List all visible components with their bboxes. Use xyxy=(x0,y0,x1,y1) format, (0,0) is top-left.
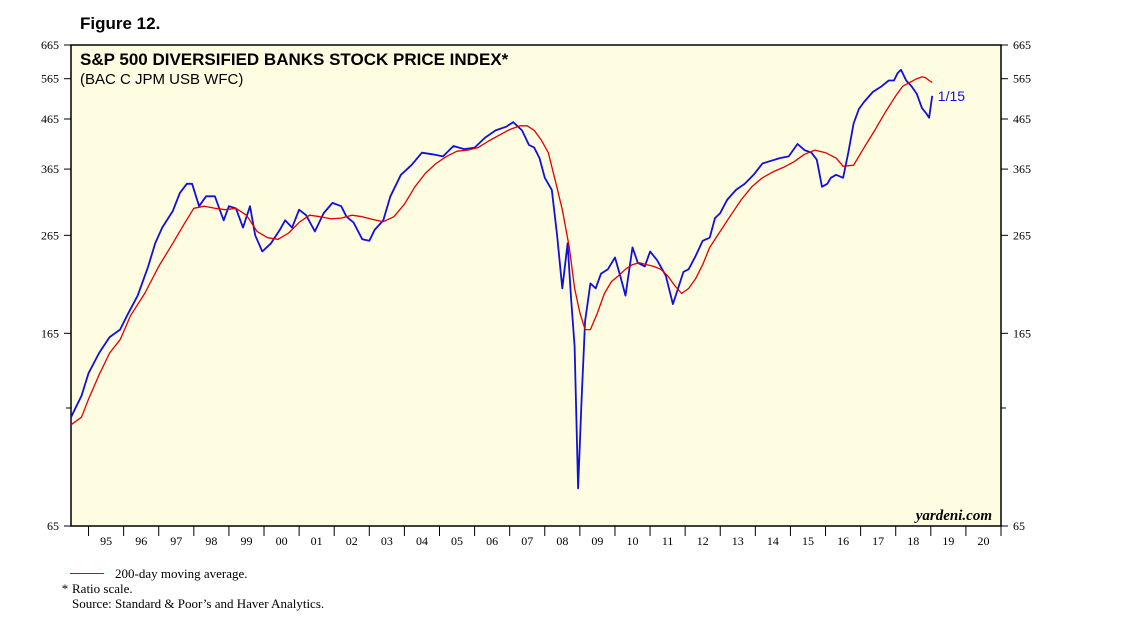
legend-swatch-moving-average xyxy=(70,573,104,574)
x-tick-label: 97 xyxy=(170,534,182,548)
price-index-line xyxy=(70,68,934,490)
x-tick-label: 18 xyxy=(907,534,919,548)
x-tick-label: 07 xyxy=(521,534,533,548)
plot-area xyxy=(70,44,1002,527)
asterisk-mark: * xyxy=(61,581,69,596)
x-axis: 95 96 97 98 99 00 01 02 03 04 05 06 07 08 09 10 11 12 13 14… xyxy=(88,526,1002,548)
x-tick-label: 96 xyxy=(135,534,147,548)
x-tick-label: 01 xyxy=(311,534,323,548)
x-tick-label: 12 xyxy=(697,534,709,548)
x-tick-label: 17 xyxy=(872,534,884,548)
y-tick-label-right: 365 xyxy=(1013,162,1031,176)
y-tick-label-right: 665 xyxy=(1013,38,1031,52)
x-tick-label: 20 xyxy=(977,534,989,548)
x-tick-label: 02 xyxy=(346,534,358,548)
note-text: Ratio scale. xyxy=(72,581,133,596)
series-layer xyxy=(70,68,934,490)
chart-subtitle: (BAC C JPM USB WFC) xyxy=(80,71,243,88)
x-tick-label: 14 xyxy=(767,534,779,548)
y-tick-label-right: 465 xyxy=(1013,112,1031,126)
x-tick-label: 13 xyxy=(732,534,744,548)
moving-average-line xyxy=(70,76,933,426)
y-tick-label-left: 565 xyxy=(41,72,59,86)
y-tick-label-right: 265 xyxy=(1013,228,1031,242)
x-tick-label: 16 xyxy=(837,534,849,548)
y-tick-label-left: 165 xyxy=(41,326,59,340)
x-tick-label: 04 xyxy=(416,534,428,548)
end-date-label: 1/15 xyxy=(938,88,965,104)
y-axis-left: 65 165 265 365 465 565 665 xyxy=(41,38,71,533)
x-tick-label: 08 xyxy=(556,534,568,548)
legend: 200-day moving average. * Ratio scale. So… xyxy=(58,566,324,611)
y-tick-label-right: 65 xyxy=(1013,519,1025,533)
y-tick-label-left: 65 xyxy=(47,519,59,533)
x-tick-label: 98 xyxy=(205,534,217,548)
x-tick-label: 10 xyxy=(627,534,639,548)
x-tick-label: 00 xyxy=(276,534,288,548)
x-tick-label: 99 xyxy=(240,534,252,548)
y-tick-label-left: 465 xyxy=(41,112,59,126)
x-tick-label: 05 xyxy=(451,534,463,548)
chart-title: S&P 500 DIVERSIFIED BANKS STOCK PRICE IN… xyxy=(80,50,509,69)
note-ratio-scale: * Ratio scale. xyxy=(58,581,324,596)
x-tick-label: 15 xyxy=(802,534,814,548)
y-tick-label-right: 165 xyxy=(1013,326,1031,340)
figure-label: Figure 12. xyxy=(80,14,161,33)
y-axis-right: 65 165 265 365 465 565 665 xyxy=(1001,38,1031,533)
x-tick-label: 03 xyxy=(381,534,393,548)
y-tick-label-left: 265 xyxy=(41,228,59,242)
y-tick-label-left: 665 xyxy=(41,38,59,52)
x-tick-label: 09 xyxy=(591,534,603,548)
source-note: Source: Standard & Poor’s and Haver Anal… xyxy=(72,596,325,611)
x-tick-label: 06 xyxy=(486,534,498,548)
x-tick-label: 19 xyxy=(942,534,954,548)
y-tick-label-right: 565 xyxy=(1013,72,1031,86)
watermark: yardeni.com xyxy=(914,508,992,524)
x-tick-label: 11 xyxy=(662,534,674,548)
legend-label-moving-average: 200-day moving average. xyxy=(115,566,248,581)
legend-item-moving-average: 200-day moving average. xyxy=(58,566,324,581)
y-tick-label-left: 365 xyxy=(41,162,59,176)
x-tick-label: 95 xyxy=(100,534,112,548)
